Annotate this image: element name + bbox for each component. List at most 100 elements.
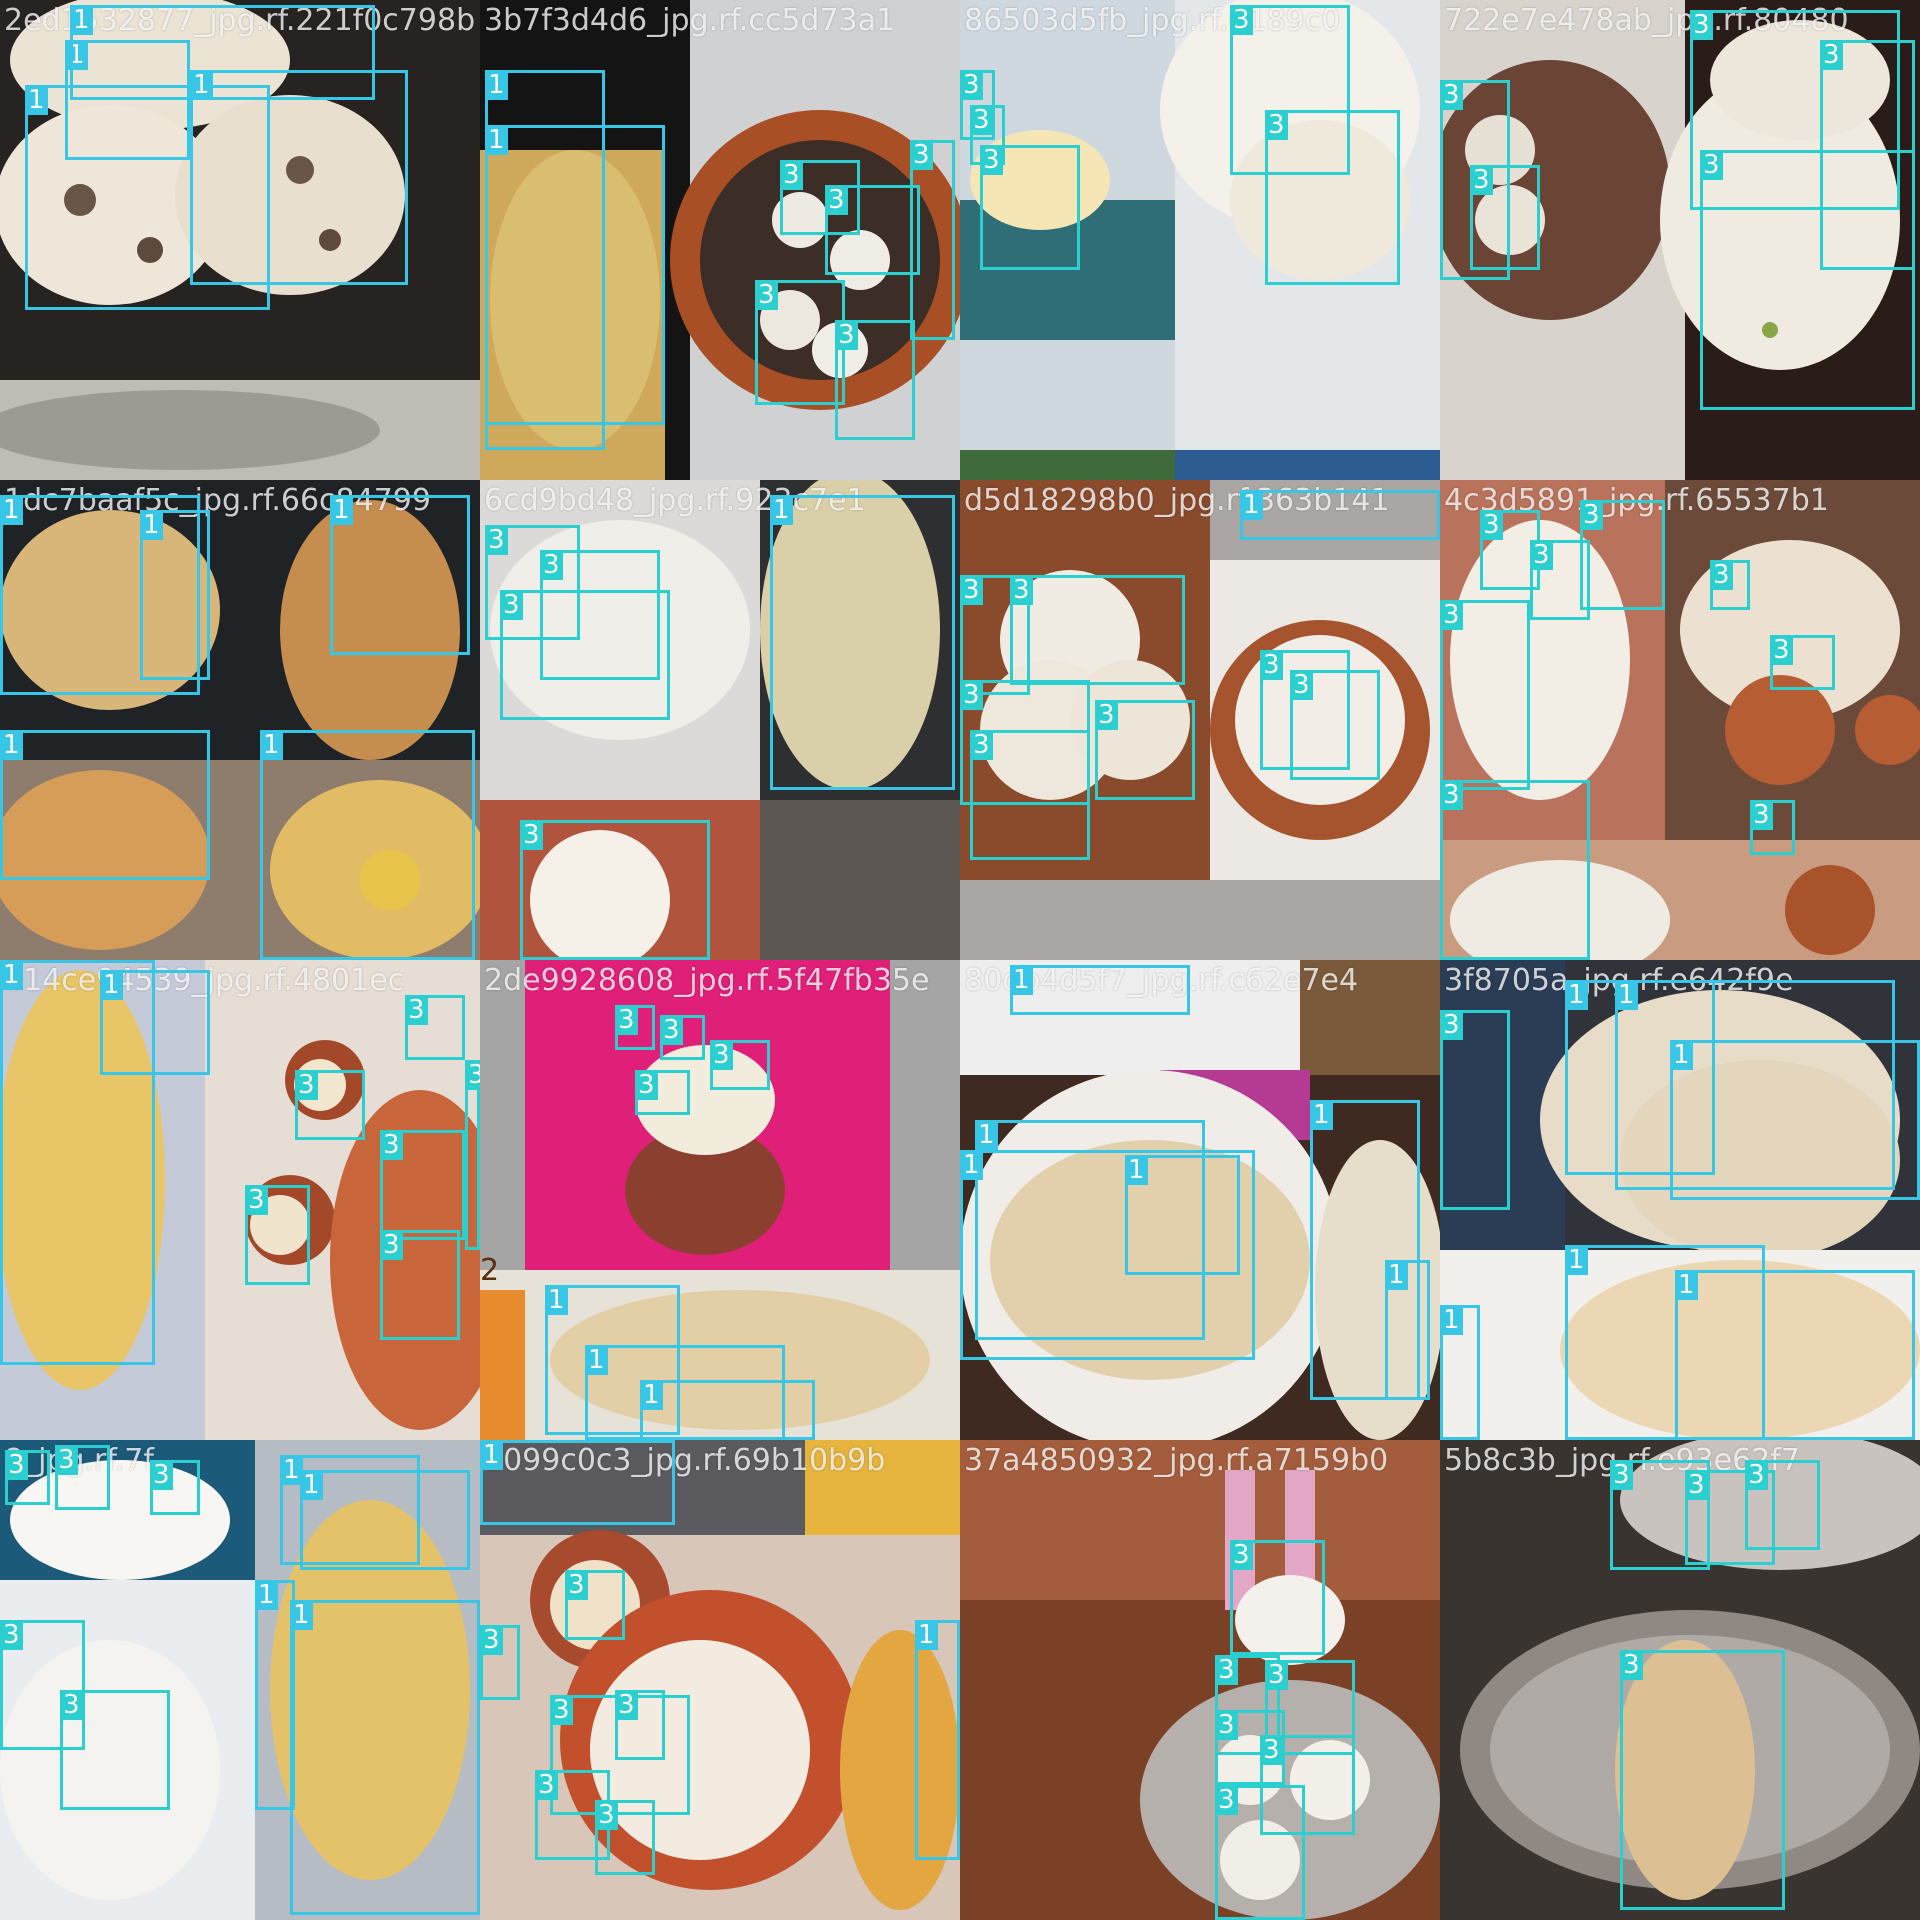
class-label: 3 bbox=[480, 1625, 503, 1655]
class-label: 1 bbox=[1670, 1040, 1693, 1070]
detection-box: 1 bbox=[1440, 1305, 1480, 1440]
detection-box: 3 bbox=[595, 1800, 655, 1875]
tile-3: 86503d5fb_jpg.rf.0189c0 3 3 3 3 3 bbox=[960, 0, 1440, 480]
detection-box: 3 bbox=[980, 145, 1080, 270]
class-label: 3 bbox=[615, 1005, 638, 1035]
tile-title: 37a4850932_jpg.rf.a7159b0 bbox=[964, 1444, 1389, 1478]
detection-box: 3 bbox=[1530, 540, 1590, 620]
detection-box: 3 bbox=[1685, 1470, 1775, 1565]
detection-box: 3 bbox=[1690, 10, 1900, 210]
class-label: 3 bbox=[1265, 1660, 1288, 1690]
detection-box: 1 bbox=[1670, 1040, 1920, 1200]
detection-box: 1 bbox=[1565, 1245, 1765, 1440]
class-label: 3 bbox=[465, 1060, 480, 1090]
detection-box: 1 bbox=[960, 1150, 1255, 1360]
class-label: 3 bbox=[1010, 575, 1033, 605]
detection-box: 3 bbox=[1215, 1710, 1285, 1785]
detection-box: 3 bbox=[1620, 1650, 1785, 1910]
class-label: 1 bbox=[25, 85, 48, 115]
photo-rasgulla-white-bowl bbox=[0, 1440, 480, 1920]
detection-box: 3 bbox=[1265, 1660, 1355, 1755]
class-label: 3 bbox=[1290, 670, 1313, 700]
photo-rasgulla-glass-bowl bbox=[1440, 1440, 1920, 1920]
detection-box: 1 bbox=[1310, 1100, 1420, 1400]
tile-title: 014ce94539_jpg.rf.4801ec bbox=[4, 964, 405, 998]
class-label: 3 bbox=[245, 1185, 268, 1215]
detection-box: 3 bbox=[150, 1460, 200, 1515]
detection-box: 3 bbox=[60, 1690, 170, 1810]
class-label: 3 bbox=[980, 145, 1003, 175]
class-label: 3 bbox=[1745, 1460, 1768, 1490]
class-label: 3 bbox=[1530, 540, 1553, 570]
detection-box: 3 bbox=[755, 280, 845, 405]
class-label: 3 bbox=[710, 1040, 733, 1070]
class-label: 3 bbox=[1700, 150, 1723, 180]
photo-rasgulla-bowl-closeup bbox=[960, 0, 1440, 480]
class-label: 1 bbox=[975, 1120, 998, 1150]
detection-box: 3 bbox=[825, 185, 920, 275]
photo-butter-naan-plate bbox=[960, 960, 1440, 1440]
tile-7: d5d18298b0_jpg.rf.363b141 3 3 3 3 3 3 3 … bbox=[960, 480, 1440, 960]
detection-box: 3 bbox=[1610, 1460, 1710, 1570]
detection-box: 3 bbox=[970, 730, 1090, 860]
class-label: 1 bbox=[480, 1440, 503, 1470]
detection-box: 3 bbox=[465, 1060, 480, 1250]
detection-box: 3 bbox=[0, 1620, 85, 1750]
class-label: 3 bbox=[835, 320, 858, 350]
tile-6: 6cd9bd48_jpg.rf.923c7e1 3 3 3 1 3 bbox=[480, 480, 960, 960]
detection-box: 1 bbox=[975, 1120, 1205, 1340]
detection-box: 1 bbox=[0, 730, 210, 880]
detection-box: 3 bbox=[1580, 500, 1665, 610]
photo-rasgulla-clay-pots bbox=[480, 1440, 960, 1920]
detection-box: 3 bbox=[480, 1625, 520, 1700]
class-label: 3 bbox=[595, 1800, 618, 1830]
detection-box: 1 bbox=[915, 1620, 960, 1860]
detection-box: 3 bbox=[380, 1130, 465, 1240]
detection-box: 3 bbox=[1440, 780, 1590, 960]
detection-box: 1 bbox=[190, 70, 408, 285]
class-label: 1 bbox=[1615, 980, 1638, 1010]
detection-box: 1 bbox=[100, 970, 210, 1075]
class-label: 3 bbox=[1710, 560, 1733, 590]
tile-4: 722e7e478ab_jpg.rf.80480 3 3 3 3 3 bbox=[1440, 0, 1920, 480]
class-label: 3 bbox=[5, 1450, 28, 1480]
detection-box: 1 bbox=[0, 960, 155, 1365]
class-label: 1 bbox=[485, 125, 508, 155]
class-label: 1 bbox=[1240, 490, 1263, 520]
class-label: 3 bbox=[535, 1770, 558, 1800]
detection-box: 3 bbox=[520, 820, 710, 960]
photo-garlic-naan bbox=[0, 480, 480, 960]
tile-11: 80db4d5f7_jpg.rf.c62e7e4 1 1 1 1 1 1 bbox=[960, 960, 1440, 1440]
detection-box: 3 bbox=[1745, 1460, 1820, 1550]
photo-rasgulla-pots bbox=[1440, 480, 1920, 960]
class-label: 3 bbox=[1260, 650, 1283, 680]
class-label: 3 bbox=[150, 1460, 173, 1490]
detection-box: 1 bbox=[260, 730, 475, 960]
detection-box: 1 bbox=[330, 495, 470, 655]
detection-box: 3 bbox=[635, 1070, 690, 1115]
class-label: 3 bbox=[1685, 1470, 1708, 1500]
tile-13: 8_jpg.rf.7f 3 3 3 1 1 3 3 1 1 bbox=[0, 1440, 480, 1920]
class-label: 1 bbox=[1565, 1245, 1588, 1275]
detection-box: 3 bbox=[1230, 5, 1350, 175]
detection-box: 1 bbox=[280, 1455, 420, 1565]
detection-box: 1 bbox=[255, 1580, 295, 1810]
tile-2: 3b7f3d4d6_jpg.rf.cc5d73a1 1 1 3 3 3 3 3 bbox=[480, 0, 960, 480]
class-label: 3 bbox=[1440, 1010, 1463, 1040]
class-label: 3 bbox=[970, 105, 993, 135]
class-label: 3 bbox=[295, 1070, 318, 1100]
detection-box: 3 bbox=[1470, 165, 1540, 270]
detection-box: 3 bbox=[540, 550, 660, 680]
detection-box: 1 bbox=[545, 1285, 680, 1435]
class-label: 1 bbox=[0, 960, 23, 990]
class-label: 3 bbox=[1470, 165, 1493, 195]
class-label: 3 bbox=[1620, 1650, 1643, 1680]
class-label: 1 bbox=[770, 495, 793, 525]
class-label: 1 bbox=[260, 730, 283, 760]
class-label: 3 bbox=[1230, 5, 1253, 35]
class-label: 3 bbox=[1265, 110, 1288, 140]
tile-1: 2ed1532877_jpg.rf.221f0c798b 1 1 1 1 bbox=[0, 0, 480, 480]
tile-14: 1099c0c3_jpg.rf.69b10b9b 1 3 3 3 3 3 3 1 bbox=[480, 1440, 960, 1920]
tile-title: 1dc7baaf5c_jpg.rf.66c84799 bbox=[4, 484, 431, 518]
class-label: 3 bbox=[55, 1445, 78, 1475]
